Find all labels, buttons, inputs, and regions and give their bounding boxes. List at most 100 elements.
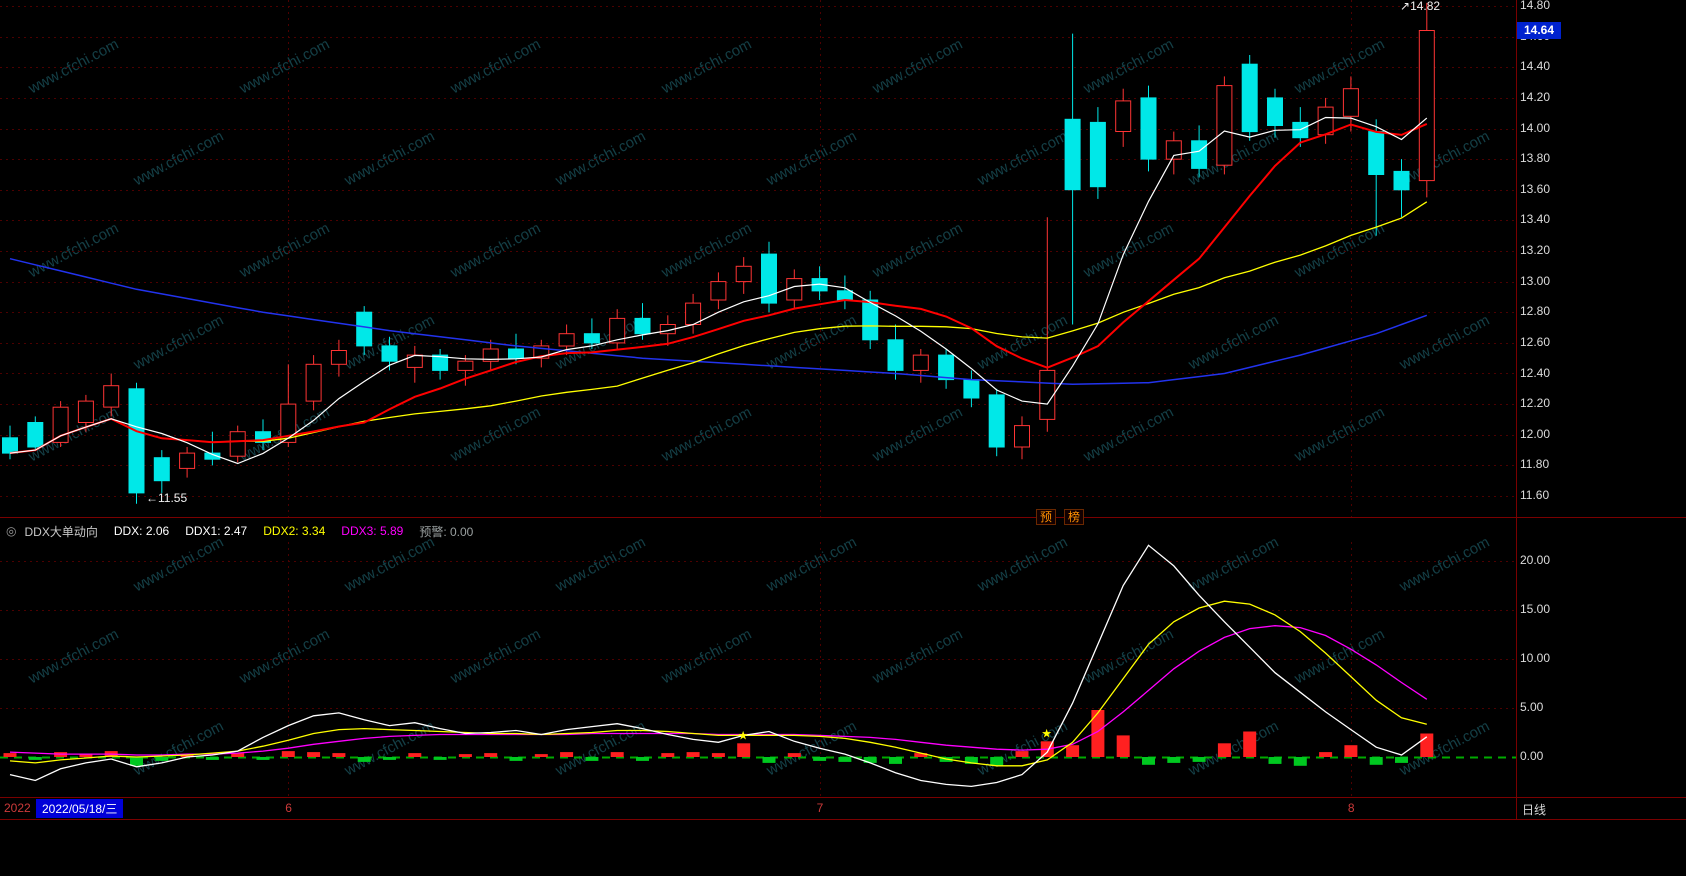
candle[interactable]	[153, 450, 170, 493]
y-axis-label: 14.80	[1520, 0, 1551, 12]
candle[interactable]	[836, 275, 853, 310]
candle[interactable]	[583, 318, 600, 349]
candle[interactable]	[912, 349, 929, 383]
ddx3-line	[9, 625, 1428, 756]
candle[interactable]	[77, 394, 94, 432]
alert-button[interactable]: 预	[1036, 509, 1057, 525]
collapse-icon[interactable]: ◎	[6, 524, 17, 538]
candle[interactable]	[457, 355, 474, 386]
ddx-bar-down	[990, 757, 1004, 766]
candle[interactable]	[1064, 33, 1081, 325]
ddx-axis-label: 20.00	[1520, 553, 1551, 567]
candle[interactable]	[482, 339, 499, 371]
ma10-line	[9, 122, 1428, 455]
candle[interactable]	[938, 349, 955, 389]
candle[interactable]	[128, 382, 145, 504]
ddx-bar-up	[560, 752, 574, 757]
ddx-bar-down	[863, 757, 877, 763]
candle[interactable]	[229, 425, 246, 463]
ddx3-value: DDX3: 5.89	[341, 524, 404, 538]
candles	[2, 2, 1435, 504]
ddx-bar-up	[914, 753, 928, 757]
candle[interactable]	[710, 272, 727, 310]
ddx-bar-down	[889, 757, 902, 764]
date-box: 2022/05/18/三	[36, 799, 124, 818]
ddx-line	[9, 544, 1428, 788]
panel-divider	[0, 517, 1686, 518]
candle[interactable]	[2, 425, 18, 460]
candle[interactable]	[330, 339, 347, 377]
candle[interactable]	[862, 290, 879, 349]
candle[interactable]	[786, 269, 803, 310]
candle[interactable]	[1039, 217, 1056, 432]
ddx2-value: DDX2: 3.34	[263, 524, 326, 538]
y-axis-label: 13.80	[1520, 151, 1551, 166]
y-axis-label: 12.20	[1520, 396, 1551, 411]
candle[interactable]	[1165, 131, 1182, 175]
ddx-bar-up	[231, 753, 245, 757]
period-label[interactable]: 日线	[1522, 803, 1547, 817]
candle[interactable]	[52, 401, 69, 447]
x-axis-month-label: 7	[816, 801, 824, 815]
candle[interactable]	[1115, 88, 1132, 147]
indicator-header: ◎ DDX大单动向 DDX: 2.06 DDX1: 2.47 DDX2: 3.34 DD…	[0, 521, 1516, 541]
candle[interactable]	[634, 303, 651, 340]
candle[interactable]	[685, 293, 702, 334]
candle[interactable]	[280, 364, 297, 447]
rank-button[interactable]: 榜	[1064, 509, 1085, 525]
y-axis-label: 13.60	[1520, 181, 1551, 196]
candle[interactable]	[1140, 85, 1157, 172]
kline-chart[interactable]	[0, 0, 1516, 518]
ddx-bar-down	[585, 757, 599, 761]
candle[interactable]	[1368, 119, 1385, 236]
statusbar-divider	[0, 797, 1686, 798]
candle[interactable]	[356, 306, 373, 356]
candle[interactable]	[1393, 159, 1410, 218]
ddx-bar-down	[964, 757, 978, 764]
candle[interactable]	[1418, 2, 1435, 198]
ddx-bar-up	[711, 753, 725, 757]
ddx-axis-label: 0.00	[1520, 749, 1544, 763]
ddx-bar-up	[408, 753, 422, 757]
candle[interactable]	[811, 266, 828, 300]
candle[interactable]	[609, 309, 626, 349]
candle[interactable]	[255, 419, 271, 451]
candle[interactable]	[1241, 55, 1258, 141]
candle[interactable]	[761, 241, 777, 313]
ddx-bar-down	[130, 757, 143, 766]
y-axis-label: 14.00	[1520, 120, 1551, 135]
candle[interactable]	[1014, 416, 1030, 460]
x-axis-month-label: 6	[285, 801, 292, 815]
candle[interactable]	[1342, 76, 1359, 132]
ddx-bar-up	[1091, 710, 1105, 757]
status-bar: 2022 2022/05/18/三 日线 6 7 8	[0, 798, 1686, 819]
ddx-bar-up	[686, 752, 700, 757]
candle[interactable]	[432, 349, 449, 380]
candle[interactable]	[735, 257, 752, 294]
ddx-bar-down	[357, 757, 371, 762]
candle[interactable]	[406, 345, 423, 383]
star-marker: ★	[738, 728, 749, 742]
candle[interactable]	[179, 447, 196, 478]
candle[interactable]	[305, 355, 322, 411]
candle[interactable]	[1089, 107, 1106, 199]
ddx-bar-up	[1344, 745, 1358, 757]
candle[interactable]	[887, 324, 904, 380]
y-axis-label: 13.00	[1520, 273, 1551, 288]
candle[interactable]	[204, 431, 221, 466]
candle[interactable]	[27, 416, 44, 451]
candle[interactable]	[963, 370, 980, 408]
y-axis-label: 12.60	[1520, 334, 1551, 349]
ddx-bar-up	[661, 753, 675, 757]
candle[interactable]	[508, 333, 524, 365]
ddx-indicator-chart[interactable]: ★ ★	[0, 542, 1516, 797]
y-axis-label: 11.80	[1520, 457, 1550, 472]
candle[interactable]	[1216, 76, 1233, 175]
candle[interactable]	[103, 373, 120, 417]
ddx-axis-label: 5.00	[1520, 700, 1544, 714]
ddx-bar-up	[1015, 751, 1029, 757]
indicator-name[interactable]: DDX大单动向	[24, 524, 98, 539]
ddx-bar-up	[787, 753, 801, 757]
candle[interactable]	[1267, 88, 1283, 138]
candle[interactable]	[988, 388, 1005, 457]
